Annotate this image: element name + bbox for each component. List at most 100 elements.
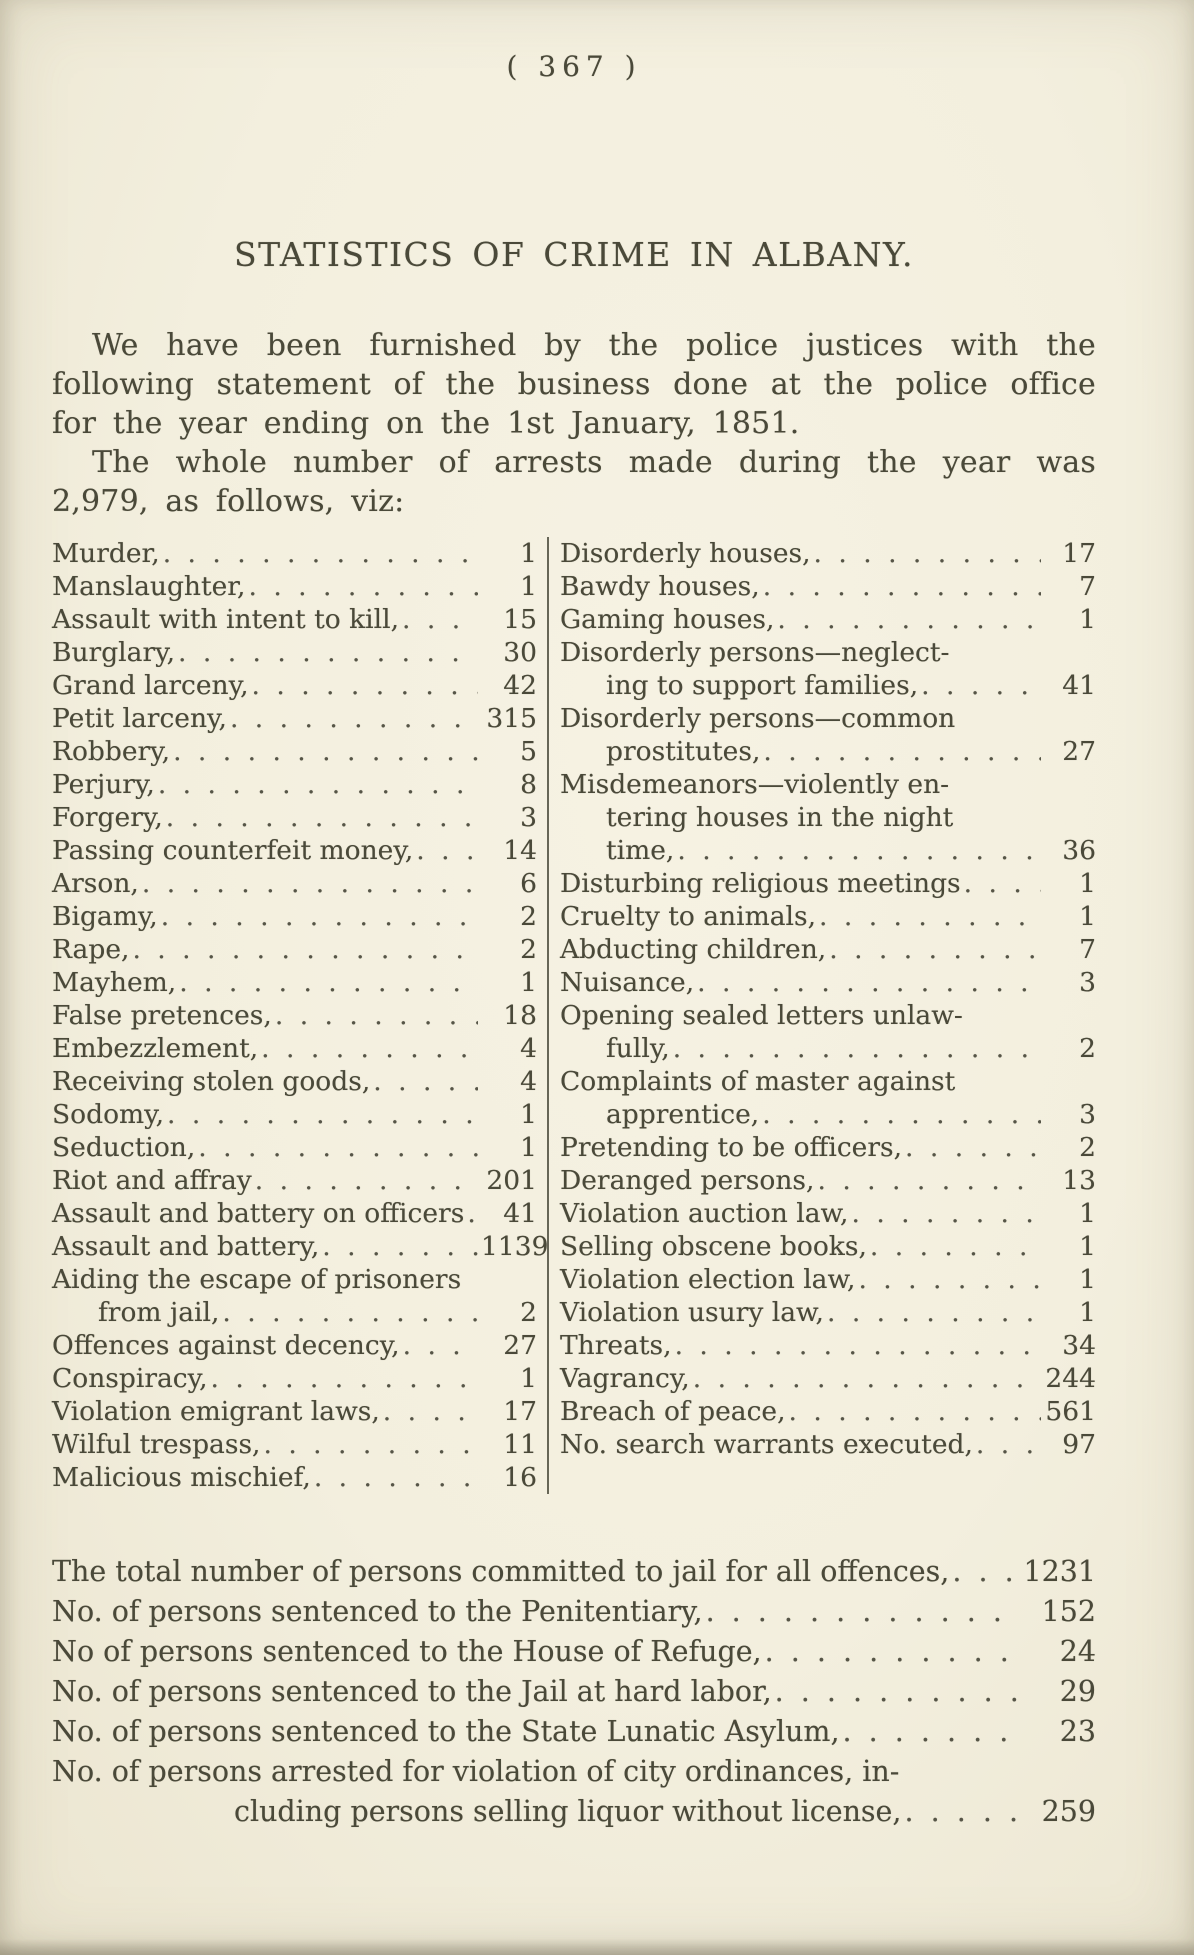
item-count: 18 [503,1000,537,1031]
arrest-list-item: Rape, 2 [52,933,537,966]
item-count: 14 [503,835,537,866]
dot-leader [163,537,478,570]
summary-line: The total number of persons committed to… [52,1552,1096,1592]
item-count: 1 [1079,1264,1096,1295]
item-label: cluding persons selling liquor without l… [234,1795,902,1828]
arrest-list-item: Aiding the escape of prisoners from jail,… [52,1263,537,1329]
arrest-list-item: Bawdy houses, 7 [560,570,1096,603]
list-item-line: Disorderly houses, 17 [560,537,1096,570]
item-count: 42 [503,670,537,701]
item-label: Burglary, [52,637,175,668]
list-item-line: No of persons sentenced to the House of … [52,1632,1096,1672]
page-content: ( 367 ) STATISTICS OF CRIME IN ALBANY. W… [52,50,1096,1832]
item-label: Receiving stolen goods, [52,1066,371,1097]
arrest-list-item: Riot and affray 201 [52,1164,537,1197]
list-item-line: Nuisance, 3 [560,966,1096,999]
list-item-line: Petit larceny, 315 [52,702,537,735]
list-item-line: Gaming houses, 1 [560,603,1096,636]
item-count: 1 [520,571,537,602]
list-item-line: Mayhem, 1 [52,966,537,999]
dot-leader [403,1329,478,1362]
item-label: No. of persons sentenced to the Jail at … [52,1675,772,1708]
list-item-line: Murder, 1 [52,537,537,570]
item-label: No. of persons sentenced to the Penitent… [52,1595,703,1628]
arrest-list-item: Murder, 1 [52,537,537,570]
dot-leader [467,1197,478,1230]
item-label: time, [606,835,675,866]
item-label: Pretending to be officers, [560,1132,903,1163]
item-label: Violation election law, [560,1264,856,1295]
dot-leader [697,966,1041,999]
list-item-line: Vagrancy, 244 [560,1362,1096,1395]
item-label: Aiding the escape of prisoners [52,1264,462,1295]
item-label: Petit larceny, [52,703,227,734]
arrest-list-item: Seduction, 1 [52,1131,537,1164]
list-item-line: Assault and battery, 1139 [52,1230,548,1263]
item-count: 3 [1079,967,1096,998]
item-count: 15 [503,604,537,635]
list-item-line: Breach of peace, 561 [560,1395,1096,1428]
dot-leader [763,570,1041,603]
item-count: 97 [1062,1429,1096,1460]
item-count: 7 [1079,571,1096,602]
item-count: 201 [486,1165,537,1196]
item-count: 1 [520,1099,537,1130]
item-label: Assault and battery, [52,1231,320,1262]
dot-leader [858,1263,1041,1296]
arrest-list-item: Violation auction law, 1 [560,1197,1096,1230]
item-label: Disorderly persons—common [560,703,956,734]
item-count: 1 [1079,868,1096,899]
item-count: 1 [1079,1198,1096,1229]
list-item-line: Disorderly persons—neglect- [560,636,1096,669]
item-label: Nuisance, [560,967,695,998]
item-label: The total number of persons committed to… [52,1555,950,1588]
list-item-line: ing to support families, 41 [560,669,1096,702]
item-label: Offences against decency, [52,1330,400,1361]
arrest-list-item: Violation usury law, 1 [560,1296,1096,1329]
dot-leader [706,1592,1019,1632]
arrest-list-item: Petit larceny, 315 [52,702,537,735]
arrest-list-item: Disturbing religious meetings 1 [560,867,1096,900]
dot-leader [693,1362,1041,1395]
arrest-list-item: Violation emigrant laws, 17 [52,1395,537,1428]
list-item-line: Selling obscene books, 1 [560,1230,1096,1263]
arrest-list-item: Cruelty to animals, 1 [560,900,1096,933]
dot-leader [275,999,478,1032]
arrest-list-item: Manslaughter, 1 [52,570,537,603]
arrest-list-item: Violation election law, 1 [560,1263,1096,1296]
arrest-list-item: Offences against decency, 27 [52,1329,537,1362]
dot-leader [789,1395,1041,1428]
list-item-line: Manslaughter, 1 [52,570,537,603]
list-item-line: Receiving stolen goods, 4 [52,1065,537,1098]
item-count: 2 [520,1297,537,1328]
dot-leader [921,669,1041,702]
item-label: Breach of peace, [560,1396,786,1427]
item-label: Opening sealed letters unlaw- [560,1000,963,1031]
committal-summary-list: The total number of persons committed to… [52,1552,1096,1832]
arrest-list-item: Passing counterfeit money, 14 [52,834,537,867]
item-label: Bigamy, [52,901,158,932]
list-item-line: No. of persons sentenced to the State Lu… [52,1712,1096,1752]
arrest-list-item: Disorderly persons—neglect-ing to suppor… [560,636,1096,702]
paragraph-arrest-total: The whole number of arrests made during … [52,445,1096,519]
list-item-line: Cruelty to animals, 1 [560,900,1096,933]
arrest-list-item: Robbery, 5 [52,735,537,768]
item-label: Conspiracy, [52,1363,208,1394]
item-count: 4 [520,1033,537,1064]
article-title: STATISTICS OF CRIME IN ALBANY. [234,235,914,274]
item-label: Vagrancy, [560,1363,690,1394]
arrest-list-item: Disorderly houses, 17 [560,537,1096,570]
list-item-line: No. search warrants executed, 97 [560,1428,1096,1461]
item-label: No. of persons sentenced to the State Lu… [52,1715,840,1748]
list-item-line: Burglary, 30 [52,636,537,669]
list-item-line: Perjury, 8 [52,768,537,801]
item-count: 259 [1041,1795,1096,1828]
dot-leader [827,1296,1041,1329]
item-count: 27 [1062,736,1096,767]
item-label: Passing counterfeit money, [52,835,414,866]
item-label: ing to support families, [606,670,919,701]
arrest-list-item: Breach of peace, 561 [560,1395,1096,1428]
list-item-line: Aiding the escape of prisoners [52,1263,537,1296]
dot-leader [763,735,1041,768]
